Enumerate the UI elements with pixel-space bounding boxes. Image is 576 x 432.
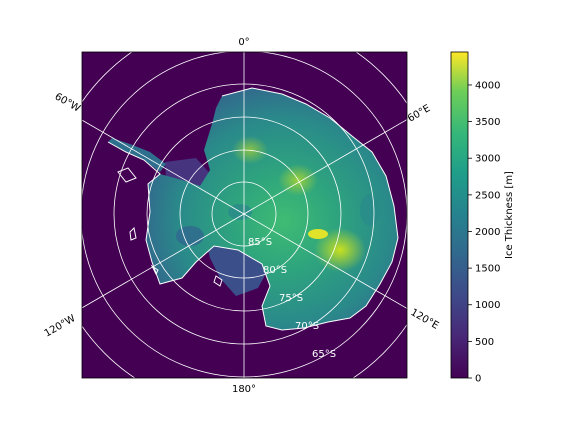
colorbar-tick-label: 3500 [475, 117, 500, 128]
colorbar-tick-label: 4000 [475, 80, 500, 91]
coastline-islands [117, 167, 223, 287]
antarctic-peninsula [108, 138, 166, 172]
lat-label-85: 85°S [248, 237, 272, 248]
colorbar-label: Ice Thickness [m] [504, 171, 515, 259]
meridian-60w-120e [82, 119, 407, 309]
thick-ice-patch [314, 228, 366, 272]
map-frame [81, 51, 408, 379]
meridian-label-120e: 120°E [409, 307, 441, 332]
lat-label-70: 70°S [295, 321, 319, 332]
colorbar-tick-label: 3000 [475, 154, 500, 165]
meridian-label-60e: 60°E [406, 103, 432, 125]
colorbar-tick-label: 2000 [475, 227, 500, 238]
meridian-label-180: 180° [232, 384, 256, 395]
thick-ice-patch [308, 229, 328, 239]
meridian-label-0: 0° [238, 37, 249, 48]
meridians [82, 52, 407, 378]
colorbar-tick-label: 500 [475, 337, 494, 348]
colorbar-tick-label: 2500 [475, 190, 500, 201]
ice-thickness-field [82, 52, 407, 378]
meridian-label-60w: 60°W [53, 91, 83, 114]
lat-label-75: 75°S [279, 293, 303, 304]
colorbar-tick-label: 1000 [475, 300, 500, 311]
meridian-label-120w: 120°W [43, 313, 78, 340]
map-panel: 85°S 80°S 75°S 70°S 65°S 0° 60°E 120°E 1… [43, 37, 441, 395]
lat-label-80: 80°S [263, 265, 287, 276]
thin-ice-patch [176, 226, 204, 246]
lat-label-65: 65°S [312, 349, 336, 360]
colorbar-tick-label: 1500 [475, 264, 500, 275]
colorbar-gradient [450, 51, 469, 379]
thin-ice-patch [360, 194, 380, 226]
colorbar-ticks: 0 500 1000 1500 2000 2500 3000 3500 4000 [468, 80, 500, 385]
colorbar: 0 500 1000 1500 2000 2500 3000 3500 4000 Ice Thi… [450, 51, 515, 385]
colorbar-tick-label: 0 [475, 374, 481, 385]
